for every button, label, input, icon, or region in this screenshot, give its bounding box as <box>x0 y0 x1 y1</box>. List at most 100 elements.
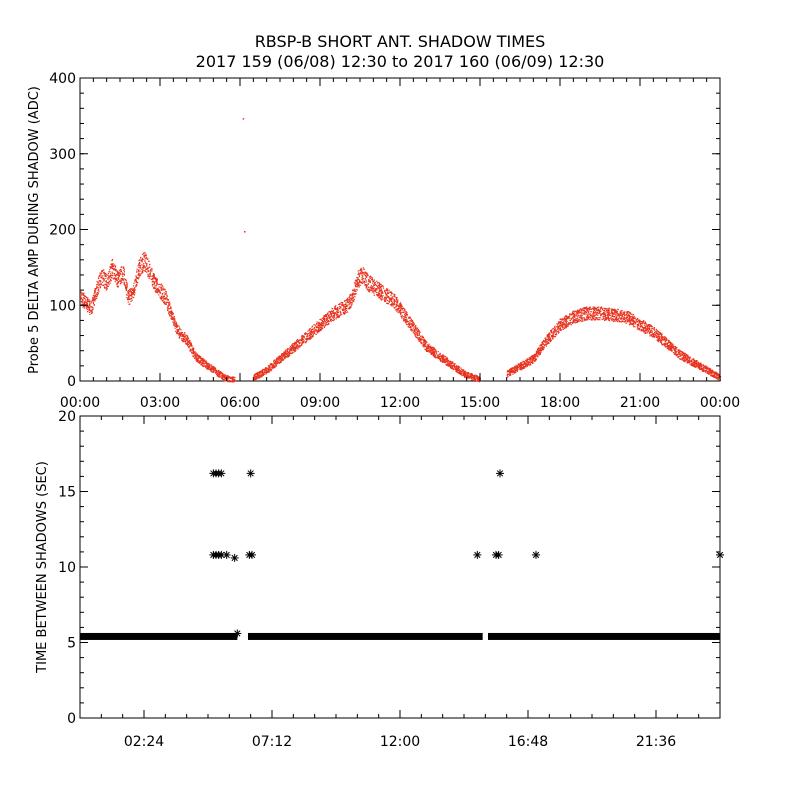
amp-point <box>108 284 110 286</box>
amp-point <box>129 298 131 300</box>
amp-point <box>88 300 90 302</box>
amp-point <box>414 333 416 335</box>
amp-point <box>611 312 614 314</box>
amp-point <box>276 359 278 361</box>
amp-point <box>387 288 389 290</box>
amp-point <box>126 284 128 286</box>
amp-point <box>87 305 89 307</box>
amp-point <box>350 305 352 307</box>
amp-point <box>403 320 405 322</box>
amp-point <box>144 260 146 262</box>
amp-point <box>378 288 381 290</box>
amp-point <box>206 362 209 364</box>
amp-point <box>125 289 128 291</box>
amp-point <box>331 307 333 310</box>
amp-point <box>130 294 132 296</box>
amp-point <box>334 311 336 314</box>
amp-point <box>93 297 95 299</box>
amp-point <box>604 313 606 315</box>
amp-point <box>187 342 189 344</box>
amp-point <box>620 310 622 312</box>
amp-point <box>422 336 424 338</box>
amp-point <box>380 285 382 287</box>
amp-point <box>153 275 155 277</box>
amp-point <box>145 256 147 258</box>
amp-point <box>394 307 396 309</box>
amp-point <box>451 365 453 367</box>
amp-point <box>317 326 320 329</box>
amp-point <box>106 282 108 284</box>
amp-point <box>430 345 432 347</box>
amp-point <box>475 377 477 379</box>
amp-point <box>91 312 93 314</box>
amp-point <box>364 271 366 273</box>
amp-point <box>319 324 321 326</box>
amp-point <box>186 343 188 346</box>
amp-point <box>136 277 139 279</box>
amp-point <box>181 334 184 336</box>
amp-point <box>587 310 589 312</box>
amp-point <box>182 334 184 337</box>
amp-point <box>95 297 98 300</box>
amp-point <box>206 363 208 365</box>
amp-point <box>325 323 327 326</box>
amp-point <box>566 323 568 325</box>
amp-point <box>207 368 209 370</box>
amp-point <box>117 276 119 278</box>
amp-point <box>629 320 631 322</box>
amp-point <box>299 346 301 348</box>
amp-point <box>121 278 123 280</box>
amp-point <box>433 351 435 353</box>
amp-point <box>325 319 328 321</box>
amp-point <box>357 270 359 272</box>
amp-point <box>145 258 147 260</box>
amp-point <box>380 294 382 296</box>
amp-point <box>310 334 312 336</box>
amp-point <box>448 363 450 365</box>
amp-point <box>568 323 570 325</box>
amp-point <box>287 356 289 358</box>
amp-point <box>369 289 371 291</box>
amp-point <box>574 320 577 322</box>
amp-point <box>390 300 392 302</box>
amp-point <box>342 306 345 308</box>
amp-point <box>637 325 639 328</box>
amp-point <box>188 347 190 349</box>
amp-point <box>144 270 146 272</box>
amp-point <box>376 295 379 297</box>
amp-point <box>80 301 82 303</box>
amp-point <box>591 315 593 317</box>
amp-point <box>123 268 125 270</box>
amp-point <box>141 270 144 273</box>
amp-point <box>423 341 425 343</box>
amp-point <box>112 274 114 277</box>
amp-point <box>267 368 269 370</box>
amp-point <box>122 278 124 281</box>
amp-point <box>639 328 641 330</box>
amp-point <box>224 375 226 378</box>
amp-point <box>545 342 547 344</box>
amp-point <box>219 372 221 374</box>
amp-point <box>379 296 381 298</box>
amp-point <box>532 358 535 360</box>
amp-point <box>594 318 596 320</box>
amp-point <box>182 337 184 339</box>
amp-point <box>578 319 580 321</box>
amp-point <box>630 322 632 324</box>
amp-point <box>404 309 406 311</box>
amp-point <box>335 318 337 320</box>
amp-point <box>579 308 581 310</box>
amp-point <box>233 380 235 382</box>
amp-point <box>409 323 411 325</box>
amp-point <box>405 318 407 320</box>
amp-point <box>304 342 306 344</box>
amp-point <box>106 286 108 288</box>
amp-point <box>301 343 303 346</box>
amp-point <box>367 283 369 285</box>
amp-point <box>320 323 322 326</box>
amp-point <box>329 317 331 319</box>
amp-point <box>162 286 164 288</box>
amp-point <box>343 309 345 311</box>
amp-point <box>351 304 353 306</box>
amp-point <box>220 371 222 374</box>
